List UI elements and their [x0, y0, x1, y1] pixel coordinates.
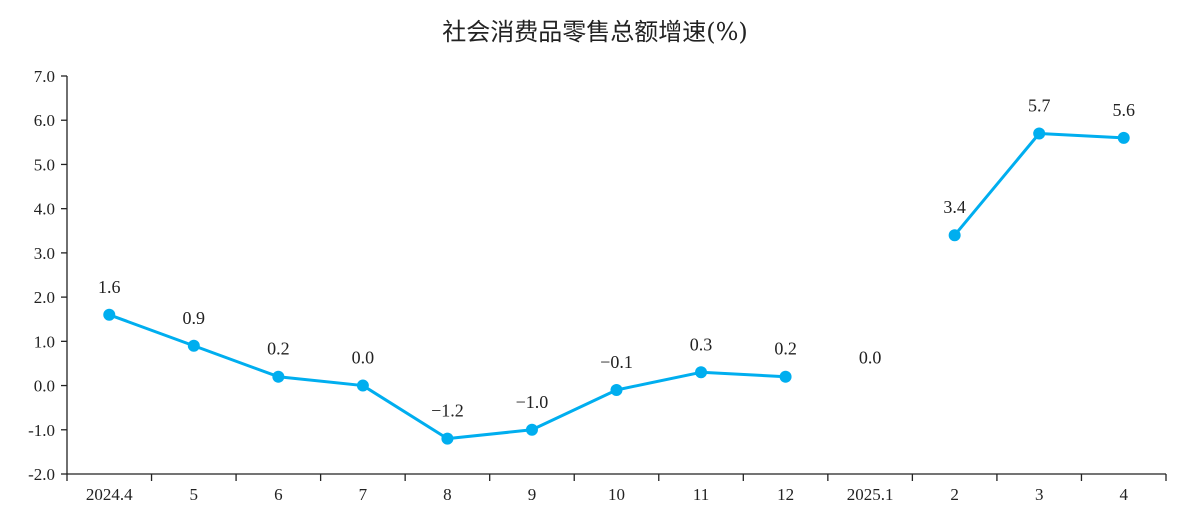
data-label: 0.2 [267, 339, 290, 359]
data-point [103, 308, 116, 321]
y-tick-label: 7.0 [34, 67, 55, 86]
y-tick-label: 0.0 [34, 377, 55, 396]
data-point [441, 432, 454, 445]
x-tick-label: 7 [359, 485, 368, 504]
data-label: 0.3 [690, 334, 713, 354]
x-tick-label: 2 [950, 485, 959, 504]
data-label: 0.2 [774, 339, 797, 359]
x-tick-label: 4 [1119, 485, 1128, 504]
data-label: −0.1 [600, 352, 633, 372]
y-tick-label: 4.0 [34, 200, 55, 219]
data-label: 1.6 [98, 277, 121, 297]
x-tick-label: 2024.4 [86, 485, 133, 504]
data-labels: 1.6 0.9 0.2 0.0 −1.2 −1.0 −0.1 0.3 0.2 0.0 3.4 5.7 5… [98, 95, 1135, 420]
data-label: −1.0 [516, 392, 549, 412]
data-label: 0.0 [859, 348, 882, 368]
y-tick-label: 2.0 [34, 288, 55, 307]
y-tick-label: 1.0 [34, 332, 55, 351]
chart-title: 社会消费品零售总额增速(%) [442, 18, 748, 46]
data-point [1033, 127, 1046, 140]
x-tick-label: 6 [274, 485, 283, 504]
x-tick-label: 12 [777, 485, 794, 504]
series-line [953, 131, 1124, 237]
data-point [525, 423, 538, 436]
series-group [103, 127, 1130, 445]
data-label: 0.9 [183, 308, 206, 328]
data-label: 5.6 [1112, 100, 1135, 120]
y-tick-label: 6.0 [34, 111, 55, 130]
data-point [610, 383, 623, 396]
data-label: −1.2 [431, 401, 464, 421]
y-tick-label: -2.0 [28, 465, 55, 484]
x-tick-label: 9 [528, 485, 537, 504]
data-point [187, 339, 200, 352]
x-tick-label: 11 [693, 485, 709, 504]
data-label: 0.0 [352, 348, 375, 368]
x-tick-label: 2025.1 [847, 485, 894, 504]
x-axis-ticks: 2024.4 5 6 7 8 9 10 11 12 2025.1 2 3 4 [66, 474, 1167, 504]
x-tick-label: 5 [190, 485, 199, 504]
data-point [1117, 131, 1130, 144]
x-tick-label: 3 [1035, 485, 1044, 504]
data-point [779, 370, 792, 383]
data-point [356, 379, 369, 392]
data-point [948, 229, 961, 242]
y-axis-ticks: 7.0 6.0 5.0 4.0 3.0 2.0 1.0 0.0 -1.0 -2.0 [28, 67, 67, 484]
data-point [272, 370, 285, 383]
data-label: 5.7 [1028, 95, 1051, 115]
y-tick-label: -1.0 [28, 421, 55, 440]
y-tick-label: 5.0 [34, 155, 55, 174]
x-tick-label: 8 [443, 485, 452, 504]
x-tick-label: 10 [608, 485, 625, 504]
data-label: 3.4 [943, 197, 966, 217]
data-point [695, 366, 708, 379]
y-tick-label: 3.0 [34, 244, 55, 263]
